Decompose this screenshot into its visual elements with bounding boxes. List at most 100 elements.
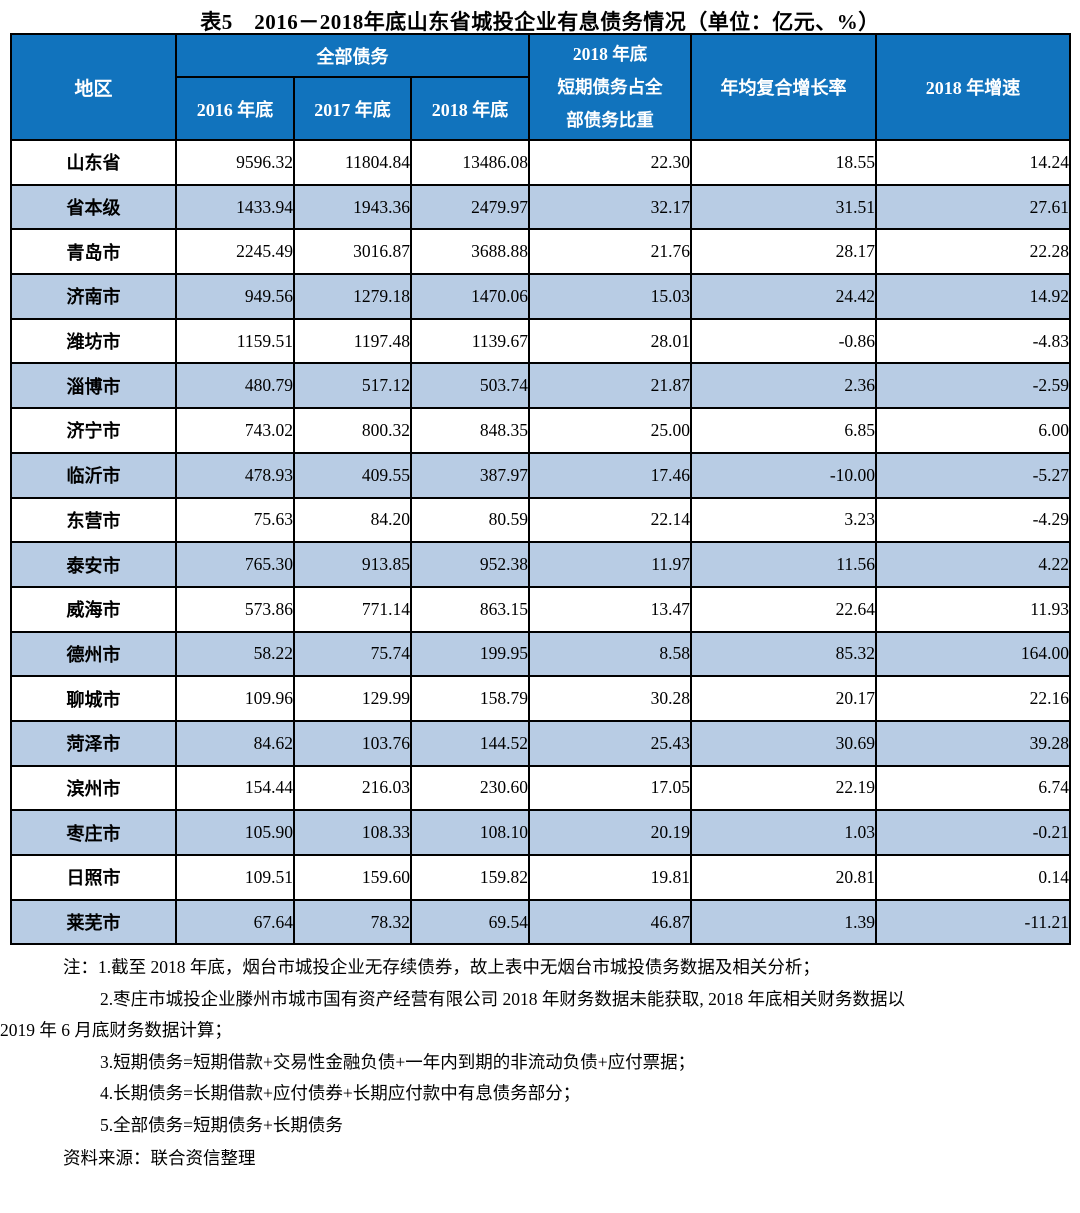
table-row: 滨州市 154.44 216.03 230.60 17.05 22.19 6.74 bbox=[10, 764, 1072, 812]
header-2018-year-end: 2018 年底 bbox=[409, 76, 531, 141]
value-cell: 19.81 bbox=[528, 854, 693, 901]
value-cell: 159.60 bbox=[293, 854, 412, 901]
value-cell: 949.56 bbox=[175, 273, 295, 320]
value-cell: 58.22 bbox=[175, 630, 295, 678]
value-cell: 22.14 bbox=[528, 496, 693, 544]
header-2017-year-end: 2017 年底 bbox=[293, 76, 412, 141]
value-cell: 17.46 bbox=[528, 451, 693, 499]
value-cell: 67.64 bbox=[175, 898, 295, 946]
value-cell: 103.76 bbox=[293, 719, 412, 767]
table-row: 省本级 1433.94 1943.36 2479.97 32.17 31.51 27.61 bbox=[10, 183, 1072, 231]
table-row: 潍坊市 1159.51 1197.48 1139.67 28.01 -0.86 -4.83 bbox=[10, 317, 1072, 365]
value-cell: 154.44 bbox=[175, 764, 295, 812]
value-cell: 6.74 bbox=[875, 764, 1072, 812]
value-cell: 1159.51 bbox=[175, 317, 295, 365]
table-notes: 注：1.截至 2018 年底，烟台市城投企业无存续债券，故上表中无烟台市城投债务… bbox=[0, 952, 1080, 1175]
value-cell: 144.52 bbox=[409, 719, 531, 767]
value-cell: 765.30 bbox=[175, 541, 295, 588]
value-cell: 1470.06 bbox=[409, 273, 531, 320]
value-cell: 199.95 bbox=[409, 630, 531, 678]
value-cell: 22.30 bbox=[528, 139, 693, 186]
value-cell: 46.87 bbox=[528, 898, 693, 946]
value-cell: 3.23 bbox=[690, 496, 878, 544]
value-cell: 25.00 bbox=[528, 407, 693, 454]
value-cell: 11804.84 bbox=[293, 139, 412, 186]
value-cell: 21.87 bbox=[528, 362, 693, 410]
value-cell: 85.32 bbox=[690, 630, 878, 678]
value-cell: 84.20 bbox=[293, 496, 412, 544]
value-cell: 478.93 bbox=[175, 451, 295, 499]
note-line-5: 5.全部债务=短期债务+长期债务 bbox=[100, 1114, 343, 1135]
value-cell: 6.00 bbox=[875, 407, 1072, 454]
value-cell: 22.16 bbox=[875, 675, 1072, 722]
value-cell: 80.59 bbox=[409, 496, 531, 544]
value-cell: 11.56 bbox=[690, 541, 878, 588]
value-cell: 159.82 bbox=[409, 854, 531, 901]
value-cell: 20.17 bbox=[690, 675, 878, 722]
region-cell: 莱芜市 bbox=[10, 898, 177, 946]
value-cell: 108.33 bbox=[293, 809, 412, 856]
region-cell: 青岛市 bbox=[10, 228, 177, 276]
table-row: 日照市 109.51 159.60 159.82 19.81 20.81 0.14 bbox=[10, 854, 1072, 901]
table-row: 山东省 9596.32 11804.84 13486.08 22.30 18.55 14.2… bbox=[10, 139, 1072, 186]
value-cell: 25.43 bbox=[528, 719, 693, 767]
value-cell: 1139.67 bbox=[409, 317, 531, 365]
region-cell: 滨州市 bbox=[10, 764, 177, 812]
value-cell: 158.79 bbox=[409, 675, 531, 722]
value-cell: 21.76 bbox=[528, 228, 693, 276]
value-cell: 14.92 bbox=[875, 273, 1072, 320]
table-row: 德州市 58.22 75.74 199.95 8.58 85.32 164.00 bbox=[10, 630, 1072, 678]
header-total-debt-group: 全部债务 bbox=[174, 33, 531, 78]
table-title: 表5 2016－2018年底山东省城投企业有息债务情况（单位：亿元、%） bbox=[200, 10, 880, 34]
value-cell: 743.02 bbox=[175, 407, 295, 454]
value-cell: 14.24 bbox=[875, 139, 1072, 186]
value-cell: 108.10 bbox=[409, 809, 531, 856]
value-cell: 17.05 bbox=[528, 764, 693, 812]
table-row: 聊城市 109.96 129.99 158.79 30.28 20.17 22.16 bbox=[10, 675, 1072, 722]
header-short-term-share: 2018 年底 短期债务占全 部债务比重 bbox=[528, 33, 693, 141]
header-region: 地区 bbox=[10, 33, 177, 141]
value-cell: -11.21 bbox=[875, 898, 1072, 946]
value-cell: 69.54 bbox=[409, 898, 531, 946]
value-cell: 28.01 bbox=[528, 317, 693, 365]
value-cell: 848.35 bbox=[409, 407, 531, 454]
value-cell: 109.96 bbox=[175, 675, 295, 722]
header-row-years: 2016 年底 2017 年底 2018 年底 bbox=[11, 76, 1070, 141]
value-cell: -5.27 bbox=[875, 451, 1072, 499]
value-cell: 20.19 bbox=[528, 809, 693, 856]
value-cell: 105.90 bbox=[175, 809, 295, 856]
value-cell: 109.51 bbox=[175, 854, 295, 901]
value-cell: 1.39 bbox=[690, 898, 878, 946]
table-body: 山东省 9596.32 11804.84 13486.08 22.30 18.55 14.2… bbox=[10, 139, 1072, 946]
note-line-3: 3.短期债务=短期借款+交易性金融负债+一年内到期的非流动负债+应付票据； bbox=[100, 1051, 696, 1072]
value-cell: 952.38 bbox=[409, 541, 531, 588]
value-cell: 24.42 bbox=[690, 273, 878, 320]
value-cell: 22.28 bbox=[875, 228, 1072, 276]
note-line-1: 注：1.截至 2018 年底，烟台市城投企业无存续债券，故上表中无烟台市城投债务… bbox=[63, 957, 820, 978]
table-row: 泰安市 765.30 913.85 952.38 11.97 11.56 4.22 bbox=[10, 541, 1072, 588]
value-cell: 230.60 bbox=[409, 764, 531, 812]
value-cell: 129.99 bbox=[293, 675, 412, 722]
value-cell: 800.32 bbox=[293, 407, 412, 454]
region-cell: 省本级 bbox=[10, 183, 177, 231]
value-cell: 409.55 bbox=[293, 451, 412, 499]
region-cell: 山东省 bbox=[10, 139, 177, 186]
table-row: 菏泽市 84.62 103.76 144.52 25.43 30.69 39.28 bbox=[10, 719, 1072, 767]
note-line-4: 4.长期债务=长期借款+应付债券+长期应付款中有息债务部分； bbox=[100, 1083, 581, 1104]
table-header: 地区 全部债务 2018 年底 短期债务占全 部债务比重 年均复合增长率 201… bbox=[10, 33, 1072, 141]
value-cell: 1433.94 bbox=[175, 183, 295, 231]
value-cell: 164.00 bbox=[875, 630, 1072, 678]
value-cell: 9596.32 bbox=[175, 139, 295, 186]
value-cell: 517.12 bbox=[293, 362, 412, 410]
value-cell: 13486.08 bbox=[409, 139, 531, 186]
value-cell: 2479.97 bbox=[409, 183, 531, 231]
value-cell: 4.22 bbox=[875, 541, 1072, 588]
value-cell: -2.59 bbox=[875, 362, 1072, 410]
value-cell: 1943.36 bbox=[293, 183, 412, 231]
value-cell: 573.86 bbox=[175, 585, 295, 633]
value-cell: 84.62 bbox=[175, 719, 295, 767]
value-cell: -10.00 bbox=[690, 451, 878, 499]
header-2016-year-end: 2016 年底 bbox=[175, 76, 295, 141]
table-row: 威海市 573.86 771.14 863.15 13.47 22.64 11.93 bbox=[10, 585, 1072, 633]
value-cell: 27.61 bbox=[875, 183, 1072, 231]
